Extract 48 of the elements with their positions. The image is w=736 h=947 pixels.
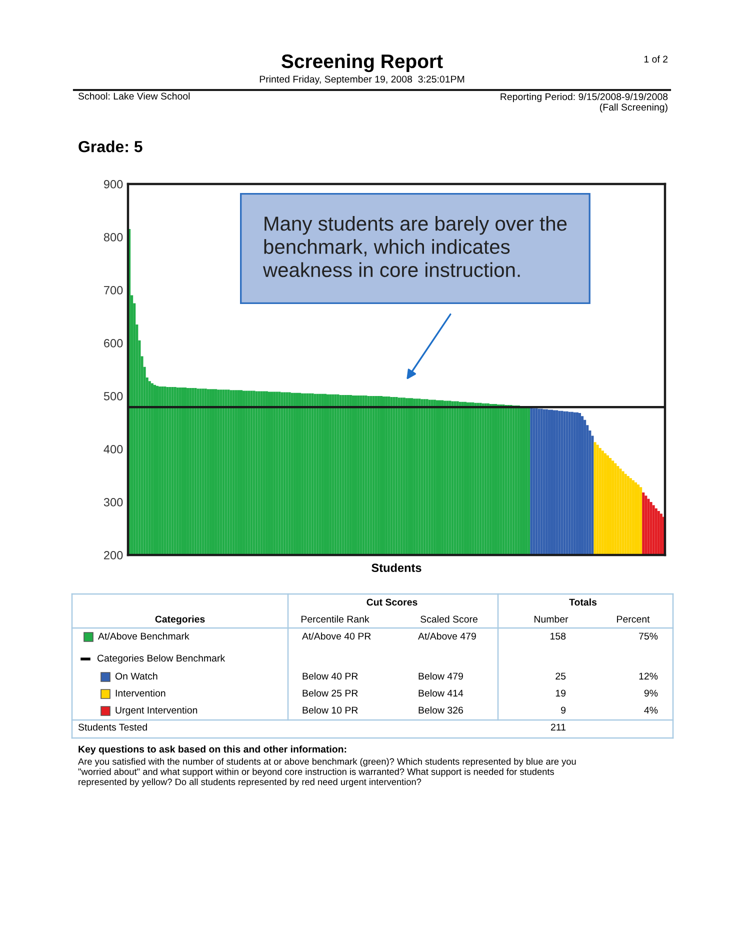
text: 158 — [550, 632, 566, 640]
text: School: Lake View School — [78, 92, 190, 100]
text: Key questions to ask based on this and other information: — [78, 745, 346, 755]
text: Are you satisfied with the number of students at or above benchmark (green)? Which students represented by blue are you "worried about" and what support within or beyond core instruction is warranted? What support is needed for students represented by yellow? Do all students represented by red need urgent intervention? — [78, 758, 576, 787]
text: 211 — [550, 724, 566, 731]
text: At/Above 40 PR — [302, 632, 371, 640]
text: Categories Below Benchmark — [97, 654, 226, 664]
text: Scaled Score — [420, 615, 478, 623]
text: Below 414 — [418, 689, 464, 697]
annotation: Many students are barely over the benchmark, which indicates weakness in core instruction. — [262, 216, 567, 278]
text: Below 25 PR — [302, 689, 358, 697]
y-tick-label: 400 — [104, 445, 123, 454]
text: Below 479 — [418, 672, 463, 680]
text: 19 — [556, 690, 566, 697]
y-tick-label: 300 — [104, 498, 123, 506]
text: Urgent Intervention — [116, 706, 198, 716]
text: Percentile Rank — [301, 615, 370, 623]
text: Number — [534, 615, 568, 623]
text: 25 — [556, 672, 566, 680]
text: Totals — [569, 598, 597, 606]
text: Grade: 5 — [78, 140, 142, 152]
text: 9% — [644, 690, 658, 697]
text: 12% — [639, 672, 658, 680]
text: 9 — [561, 706, 566, 714]
text: Below 10 PR — [302, 706, 358, 714]
text: Percent — [617, 616, 650, 623]
x-axis-title: Students — [372, 563, 422, 572]
chart-subtitle: Printed Friday, September 19, 2008 3:25:01PM — [260, 75, 464, 85]
text: Reporting Period: 9/15/2008-9/19/2008 (Fall Screening) — [500, 93, 668, 113]
text: At/Above 479 — [418, 632, 476, 640]
y-tick-label: 600 — [104, 339, 123, 348]
y-tick-label: 800 — [104, 233, 123, 242]
text: On Watch — [115, 672, 158, 680]
text: Intervention — [116, 689, 166, 697]
y-tick-label: 700 — [104, 286, 123, 294]
y-tick-label: 900 — [104, 180, 123, 188]
chart-title: Screening Report — [282, 54, 443, 72]
text: At/Above Benchmark — [98, 632, 190, 640]
text: 4% — [644, 706, 658, 714]
y-tick-label: 500 — [104, 392, 123, 400]
text: 1 of 2 — [644, 55, 668, 63]
text: Below 326 — [418, 706, 463, 714]
y-tick-label: 200 — [104, 551, 123, 560]
text: Below 40 PR — [302, 672, 358, 680]
text: Categories — [155, 615, 205, 625]
text: 75% — [639, 632, 658, 640]
text: Students Tested — [78, 723, 147, 731]
text: Cut Scores — [366, 598, 418, 606]
